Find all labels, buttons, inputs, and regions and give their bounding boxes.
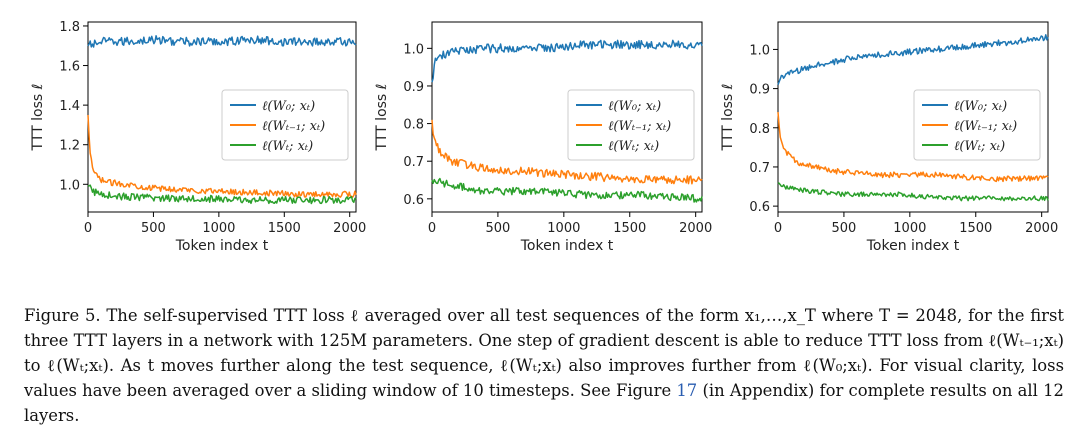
series-line-3 [87, 184, 357, 205]
x-tick-label: 1000 [202, 221, 235, 236]
y-tick-label: 1.6 [59, 60, 80, 75]
series-line-2 [777, 112, 1049, 183]
legend-box [221, 89, 349, 161]
figure-panels: 0 500 1000 1500 2000 1.0 1.2 1.4 1.6 1.8 Token ind… [30, 20, 1058, 254]
chart-panel-1: 0 500 1000 1500 2000 1.0 1.2 1.4 1.6 1.8 Token ind… [30, 20, 366, 254]
legend-label: ℓ(Wₜ; xₜ) [954, 139, 1005, 154]
y-tick-label: 1.4 [59, 99, 80, 114]
y-tick-label: 0.9 [749, 83, 770, 98]
x-tick-label: 2000 [679, 221, 712, 236]
legend-label: ℓ(Wₜ; xₜ) [608, 139, 659, 154]
x-axis-label: Token index t [175, 238, 269, 254]
x-tick-label: 1500 [613, 221, 646, 236]
legend-label: ℓ(Wₜ; xₜ) [262, 139, 313, 154]
y-axis-label: TTT loss ℓ [30, 84, 46, 152]
legend-box [567, 89, 695, 161]
x-tick-label: 1500 [268, 221, 301, 236]
series-line-2 [431, 119, 703, 185]
y-axis-label: TTT loss ℓ [720, 84, 736, 152]
y-tick-label: 1.2 [59, 139, 80, 154]
series-line-1 [777, 34, 1049, 85]
legend-label: ℓ(Wₜ₋₁; xₜ) [954, 119, 1017, 134]
y-tick-label: 0.8 [403, 118, 424, 133]
caption-text-end: (in Appendix) for complete results on al… [24, 380, 1064, 425]
x-tick-label: 1500 [959, 221, 992, 236]
y-tick-label: 0.6 [749, 200, 770, 215]
legend-label: ℓ(W₀; xₜ) [262, 99, 315, 114]
x-tick-label: 1000 [893, 221, 926, 236]
x-tick-label: 2000 [1025, 221, 1058, 236]
chart-panel-3: 0 500 1000 1500 2000 0.6 0.7 0.8 0.9 1.0 Token ind… [720, 21, 1058, 254]
x-axis-label: Token index t [520, 238, 614, 254]
y-tick-label: 1.0 [749, 43, 770, 58]
x-tick-label: 500 [486, 221, 511, 236]
x-tick-label: 1000 [547, 221, 580, 236]
y-tick-label: 0.7 [749, 161, 770, 176]
figure-reference-link[interactable]: 17 [676, 380, 698, 400]
x-tick-label: 500 [832, 221, 857, 236]
legend-box [913, 89, 1041, 161]
y-tick-label: 1.0 [59, 178, 80, 193]
x-tick-label: 2000 [333, 221, 366, 236]
x-tick-label: 0 [774, 221, 782, 236]
x-tick-label: 0 [428, 221, 436, 236]
legend-label: ℓ(Wₜ₋₁; xₜ) [262, 119, 325, 134]
series-line-1 [431, 39, 703, 83]
x-tick-label: 500 [141, 221, 166, 236]
y-tick-label: 1.8 [59, 20, 80, 35]
figure-caption: Figure 5. The self-supervised TTT loss ℓ… [24, 304, 1064, 428]
chart-panel-2: 0 500 1000 1500 2000 0.6 0.7 0.8 0.9 1.0 Token ind… [374, 21, 712, 254]
y-tick-label: 0.6 [403, 193, 424, 208]
series-line-3 [431, 177, 703, 203]
x-tick-label: 0 [84, 221, 92, 236]
y-tick-label: 0.9 [403, 80, 424, 95]
series-line-2 [87, 114, 357, 198]
legend-label: ℓ(W₀; xₜ) [608, 99, 661, 114]
x-axis-label: Token index t [866, 238, 960, 254]
legend-label: ℓ(W₀; xₜ) [954, 99, 1007, 114]
series-line-1 [87, 35, 357, 48]
y-tick-label: 0.7 [403, 155, 424, 170]
caption-text: Figure 5. The self-supervised TTT loss ℓ… [24, 306, 1064, 400]
plot-frame [431, 21, 703, 213]
legend-label: ℓ(Wₜ₋₁; xₜ) [608, 119, 671, 134]
y-tick-label: 1.0 [403, 42, 424, 57]
y-axis-label: TTT loss ℓ [374, 84, 390, 152]
series-line-3 [777, 181, 1049, 202]
y-tick-label: 0.8 [749, 122, 770, 137]
